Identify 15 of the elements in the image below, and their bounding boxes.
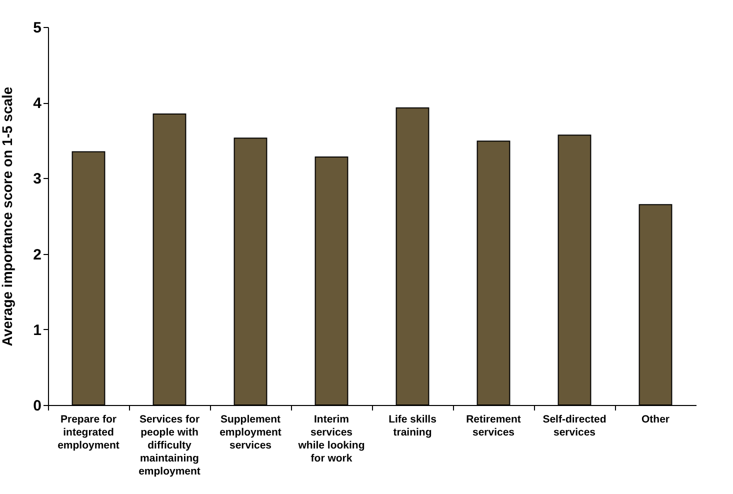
x-tick-label: Self-directed services: [542, 414, 606, 438]
y-tick-label: 2: [33, 246, 42, 264]
y-tick-label: 3: [33, 170, 42, 188]
y-tick-label: 4: [33, 95, 42, 112]
x-tick-label: Retirement services: [466, 414, 522, 438]
x-tick-label: Other: [641, 414, 670, 426]
x-tick-label: Life skills training: [388, 414, 437, 438]
y-tick-label: 0: [33, 398, 42, 414]
x-tick-label: Interim services while looking for work: [297, 414, 365, 464]
x-tick-label: Services for people with difficulty maintaining employment: [138, 414, 201, 478]
x-tick-label: Prepare for integrated employment: [58, 414, 120, 452]
y-axis-title: Average importance score on 1-5 scale: [0, 86, 16, 346]
x-tick-label: Supplement employment services: [220, 414, 282, 452]
y-tick-label: 5: [33, 20, 42, 36]
y-tick-label: 1: [33, 322, 42, 339]
